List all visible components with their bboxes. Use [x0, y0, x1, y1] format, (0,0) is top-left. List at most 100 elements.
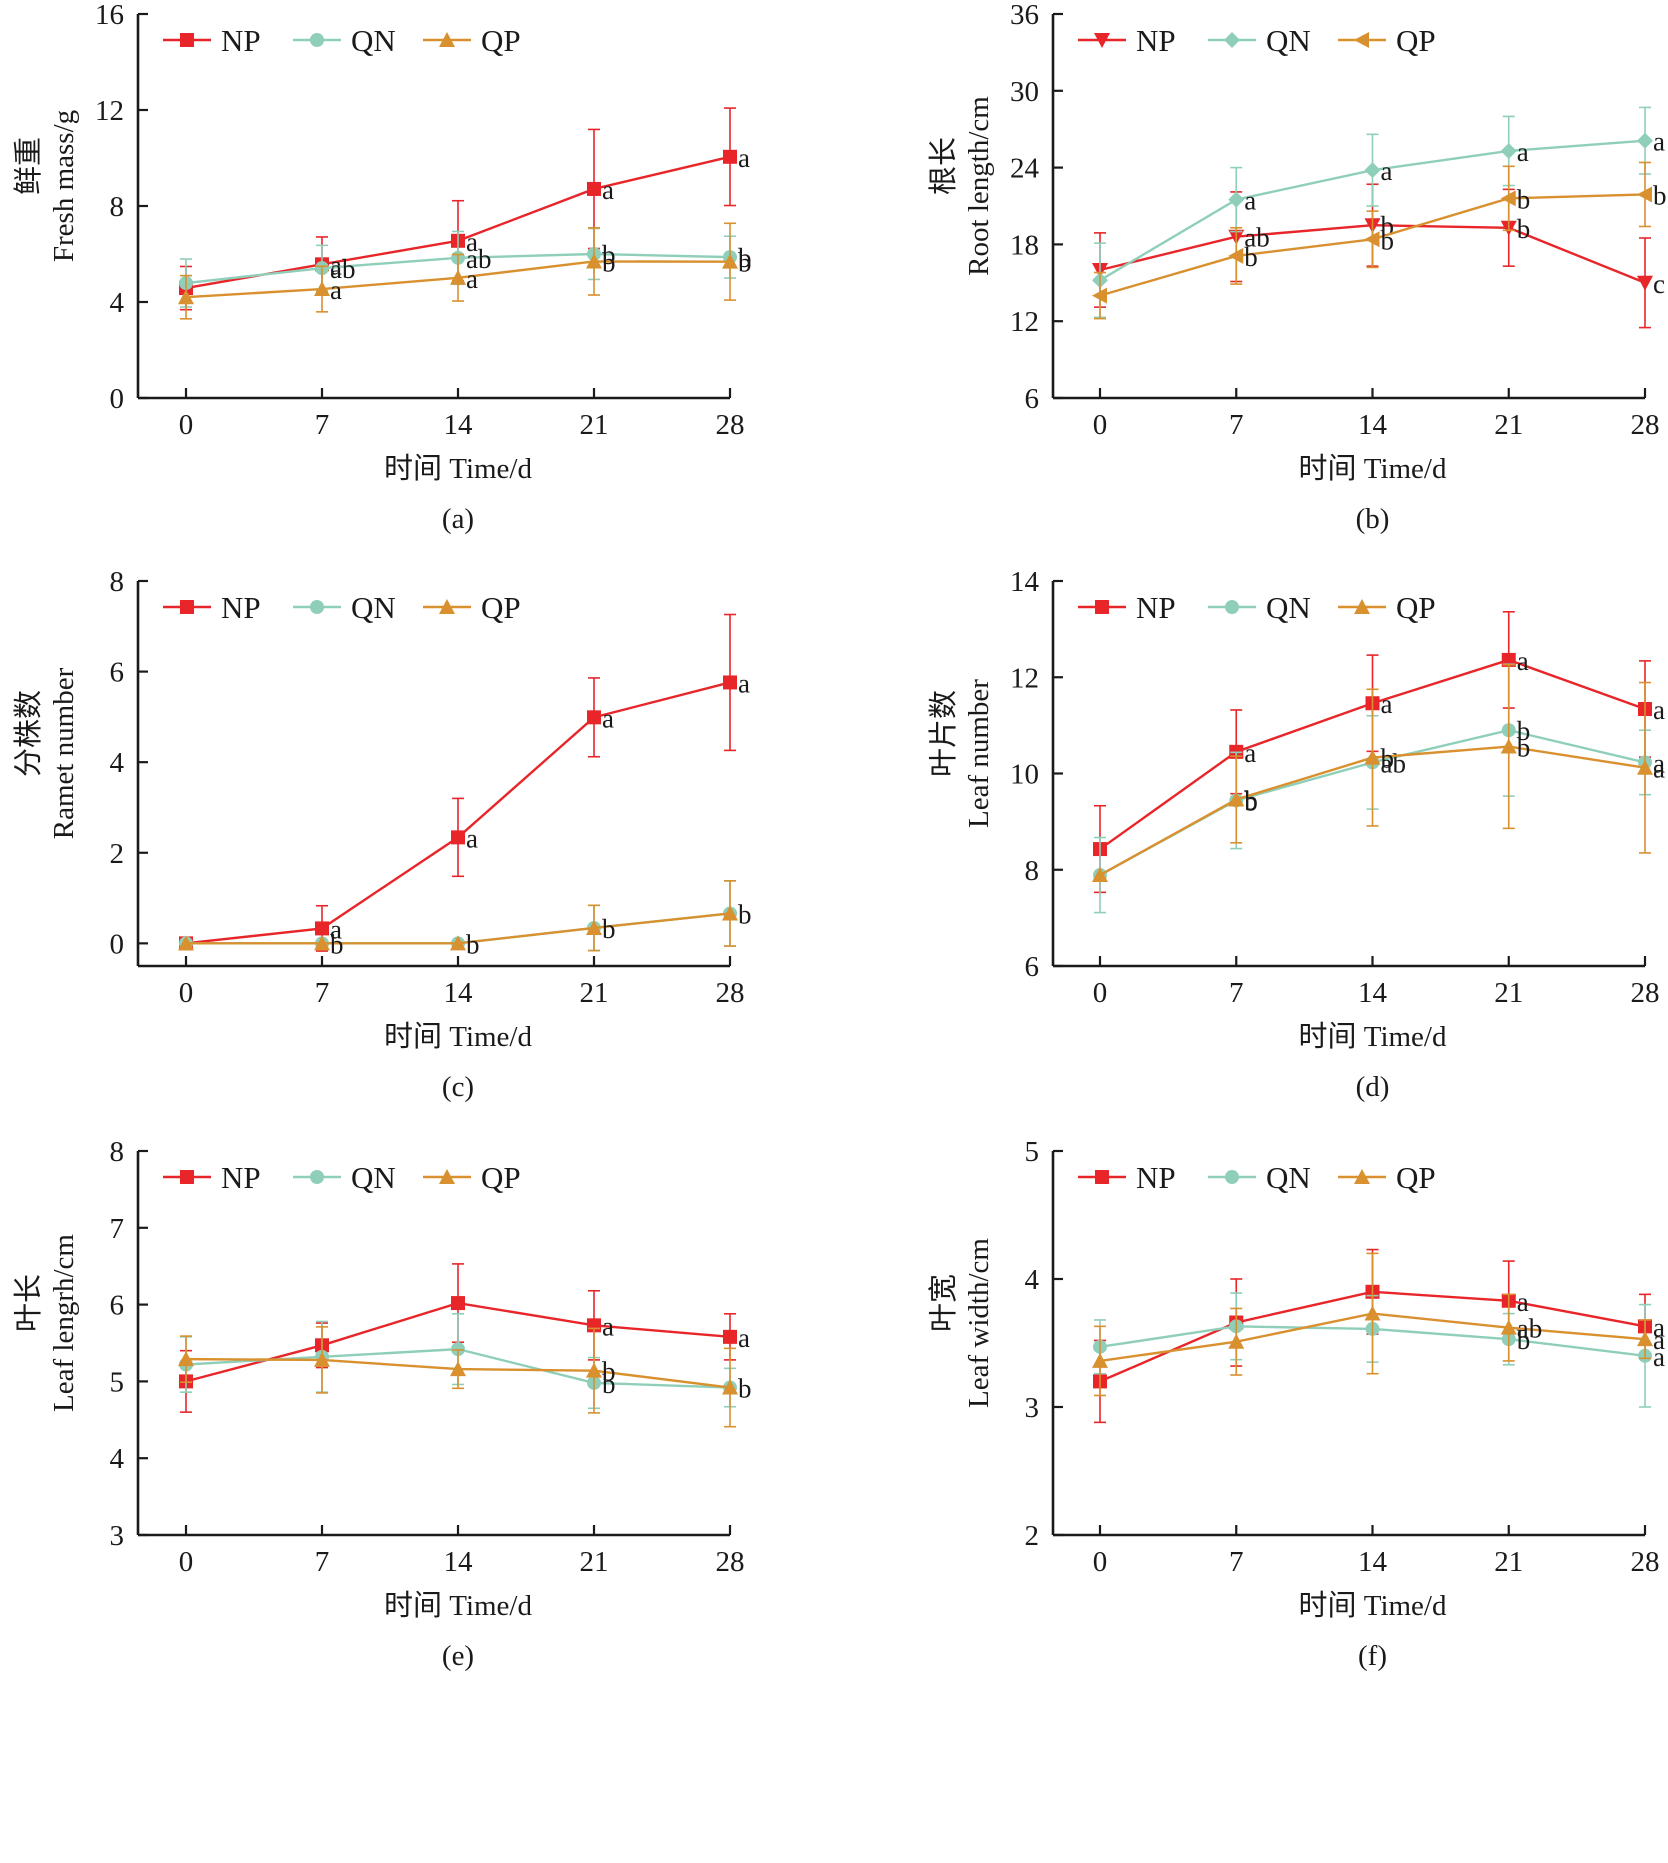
y-tick-label: 2 [1025, 1520, 1040, 1552]
series-QP: b b b b [178, 880, 752, 959]
significance-label: a [738, 143, 750, 173]
y-tick-label: 6 [110, 1290, 125, 1322]
legend-marker [1224, 32, 1240, 48]
legend-label: QP [481, 590, 521, 625]
data-point-QP [314, 935, 330, 951]
legend-item-QN: QN [1208, 590, 1311, 625]
y-tick-label: 8 [1025, 855, 1040, 887]
data-point-QP [1092, 867, 1108, 883]
legend-item-QP: QP [423, 1160, 521, 1195]
y-tick-label: 6 [1025, 383, 1040, 415]
data-point-QP [1228, 247, 1244, 264]
x-tick-label: 14 [444, 1546, 474, 1578]
x-tick-label: 0 [1093, 1546, 1108, 1578]
y-tick-label: 7 [110, 1213, 125, 1245]
legend-item-QN: QN [293, 590, 396, 625]
x-axis-title: 时间 Time/d [1299, 1020, 1447, 1053]
significance-label: b [738, 1374, 752, 1404]
x-tick-label: 28 [1631, 977, 1660, 1009]
data-point-NP [587, 710, 601, 725]
significance-label: a [1653, 127, 1665, 157]
chart-panel-a: 0 4 8 12 16 0 7 14 21 28 时间 Time/d (a) 鲜重 Fresh mass/… [12, 0, 752, 535]
legend-label: QP [481, 23, 521, 58]
data-point-NP [587, 181, 601, 196]
legend-label: NP [1136, 590, 1176, 625]
data-point-QP [1092, 287, 1107, 304]
y-tick-label: 0 [110, 383, 125, 415]
legend: NP QN QP [1078, 590, 1436, 625]
data-point-NP [1637, 275, 1653, 291]
significance-label: a [1517, 1287, 1529, 1317]
data-point-QP [1228, 791, 1245, 807]
significance-label: ab [330, 254, 355, 284]
significance-label: b [1517, 214, 1531, 244]
data-point-QP [178, 289, 194, 305]
legend-marker [439, 599, 455, 614]
legend: NP QN QP [163, 23, 521, 58]
significance-label: b [738, 243, 752, 273]
legend-item-QP: QP [1338, 1160, 1436, 1195]
x-tick-label: 0 [179, 977, 194, 1009]
data-point-QP [1637, 186, 1652, 203]
significance-label: a [330, 250, 342, 280]
data-point-QP [1637, 1331, 1653, 1347]
legend-marker [180, 1170, 194, 1184]
y-tick-label: 16 [95, 0, 124, 31]
legend-marker [1354, 32, 1369, 48]
data-point-QP [178, 1351, 194, 1367]
significance-label: a [1653, 695, 1665, 725]
y-tick-label: 3 [110, 1520, 125, 1552]
y-tick-label: 4 [110, 1443, 125, 1475]
significance-label: b [738, 248, 752, 278]
x-tick-label: 28 [716, 977, 745, 1009]
data-point-QP [450, 269, 466, 285]
legend-marker [1095, 600, 1109, 614]
y-axis-title-en: Leaf lengrh/cm [48, 1234, 80, 1412]
x-axis-title: 时间 Time/d [384, 452, 532, 485]
chart-panel-e: 3 4 5 6 7 8 0 7 14 21 28 时间 Time/d (e) 叶长 Leaf lengrh/… [12, 1136, 752, 1672]
data-point-QP [1500, 738, 1517, 754]
x-tick-label: 28 [716, 1546, 745, 1578]
data-point-NP [723, 675, 737, 690]
legend-marker [310, 600, 324, 614]
significance-label: b [1517, 716, 1531, 746]
significance-label: a [1653, 1325, 1665, 1355]
significance-label: a [1653, 1312, 1665, 1342]
significance-label: b [466, 929, 480, 959]
legend-item-NP: NP [163, 1160, 261, 1195]
series-QP: bb ba [1092, 663, 1665, 883]
significance-label: ab [1517, 1314, 1542, 1344]
legend-marker [1225, 600, 1239, 614]
x-tick-label: 0 [179, 1546, 194, 1578]
y-axis-title-cn: 叶长 [12, 1274, 45, 1332]
significance-label: a [1381, 689, 1393, 719]
significance-label: b [1517, 1325, 1531, 1355]
chart-panel-d: 6 8 10 12 14 0 7 14 21 28 时间 Time/d (d) 叶片数 Leaf numb… [927, 566, 1665, 1103]
data-point-QP [1092, 1352, 1108, 1368]
legend-label: NP [1136, 1160, 1176, 1195]
y-tick-label: 12 [1010, 306, 1039, 338]
legend-label: QP [1396, 590, 1436, 625]
significance-label: a [602, 1311, 614, 1341]
x-tick-label: 7 [315, 409, 330, 441]
legend-label: NP [221, 1160, 261, 1195]
x-tick-label: 21 [1494, 409, 1523, 441]
y-tick-label: 8 [110, 566, 125, 598]
significance-label: a [738, 668, 750, 698]
x-axis-title: 时间 Time/d [384, 1589, 532, 1622]
significance-label: c [1653, 269, 1665, 299]
y-axis-title-cn: 根长 [927, 137, 960, 195]
significance-label: a [602, 175, 614, 205]
significance-label: b [1244, 785, 1258, 815]
y-axis-title-cn: 分株数 [12, 690, 45, 777]
data-point-QP [1637, 759, 1653, 775]
significance-label: b [1653, 180, 1667, 210]
significance-label: b [1517, 733, 1531, 763]
legend: NP QN QP [1078, 23, 1436, 58]
significance-label: b [330, 929, 344, 959]
y-tick-label: 3 [1025, 1392, 1040, 1424]
x-tick-label: 28 [1631, 409, 1660, 441]
legend-label: QN [1266, 1160, 1311, 1195]
significance-label: a [738, 1323, 750, 1353]
